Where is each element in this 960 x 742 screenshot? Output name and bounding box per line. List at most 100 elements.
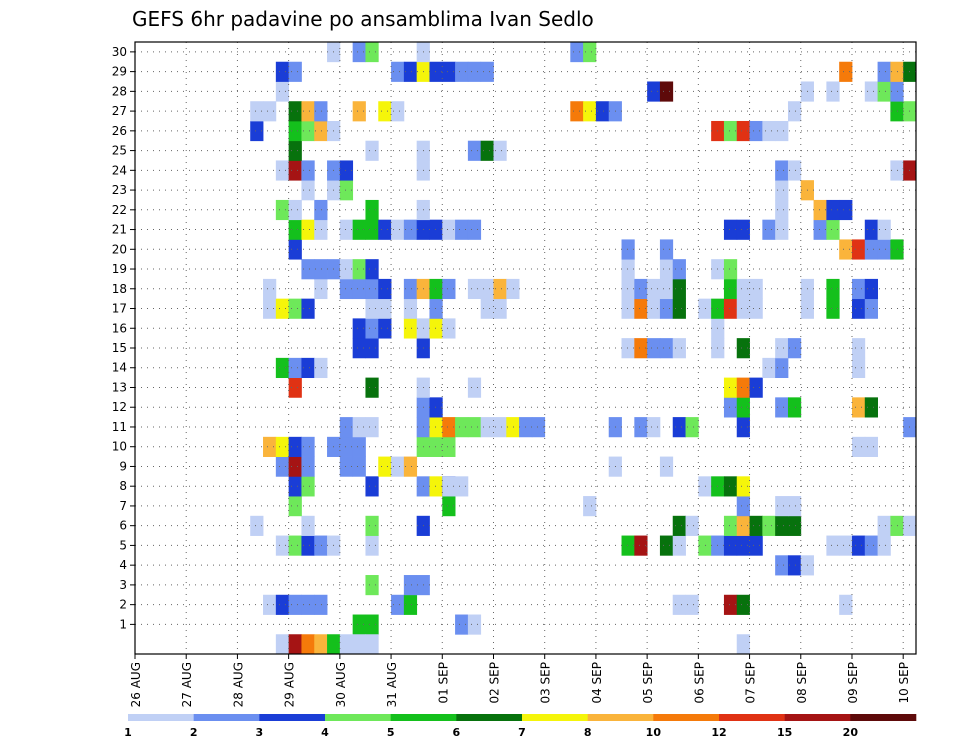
heatmap-cell-m14-t14 <box>301 357 315 379</box>
heatmap-cell-m17-t22 <box>403 298 418 319</box>
heatmap-cell-m5-t56 <box>839 535 853 556</box>
heatmap-cell-m27-t15 <box>314 101 328 122</box>
heatmap-cell-m15-t43 <box>672 338 686 359</box>
y-tick-label: 20 <box>112 242 127 256</box>
heatmap-cell-m15-t57 <box>851 338 866 359</box>
heatmap-cell-m8-t13 <box>288 476 302 497</box>
heatmap-cell-m18-t17 <box>339 278 354 300</box>
heatmap-cell-m12-t48 <box>736 397 750 418</box>
heatmap-cell-m29-t28 <box>480 61 494 82</box>
heatmap-cell-m21-t50 <box>762 219 776 240</box>
heatmap-cell-m8-t14 <box>301 476 315 497</box>
heatmap-cell-m12-t52 <box>787 397 802 418</box>
heatmap-cell-m28-t58 <box>864 81 878 102</box>
heatmap-cell-m29-t25 <box>442 61 456 82</box>
heatmap-cell-m1-t19 <box>365 614 379 635</box>
heatmap-cell-m14-t13 <box>288 357 302 379</box>
heatmap-cell-m18-t30 <box>506 278 520 300</box>
heatmap-cell-m11-t28 <box>480 417 494 438</box>
heatmap-cell-m6-t59 <box>877 515 891 536</box>
heatmap-cell-m22-t55 <box>826 199 840 221</box>
heatmap-cell-m2-t22 <box>403 594 418 615</box>
heatmap-cell-m0-t18 <box>352 634 366 655</box>
y-tick-label: 28 <box>112 84 127 98</box>
heatmap-cell-m21-t55 <box>826 219 840 240</box>
legend-swatch <box>193 714 260 721</box>
heatmap-cell-m16-t25 <box>442 318 456 339</box>
heatmap-cell-m28-t12 <box>275 81 290 102</box>
heatmap-cell-m16-t24 <box>429 318 443 339</box>
heatmap-cell-m14-t50 <box>762 357 776 379</box>
legend-swatch <box>850 714 917 721</box>
heatmap-cell-m21-t19 <box>365 219 379 240</box>
heatmap-cell-m6-t60 <box>890 515 904 536</box>
heatmap-cell-m29-t60 <box>890 61 904 82</box>
heatmap-cell-m5-t58 <box>864 535 878 556</box>
heatmap-cell-m28-t42 <box>659 81 674 102</box>
heatmap-cell-m15-t51 <box>775 338 789 359</box>
heatmap-cell-m12-t58 <box>864 397 878 418</box>
heatmap-cell-m2-t12 <box>275 594 290 615</box>
y-tick-label: 27 <box>112 104 127 118</box>
heatmap-cell-m30-t19 <box>365 42 379 63</box>
heatmap-cell-m5-t19 <box>365 535 379 556</box>
heatmap-cell-m30-t18 <box>352 42 366 63</box>
y-tick-label: 16 <box>112 321 127 335</box>
heatmap-cell-m3-t22 <box>403 575 418 596</box>
heatmap-cell-m17-t41 <box>647 298 661 319</box>
heatmap-cell-m20-t42 <box>659 239 674 260</box>
heatmap-cell-m15-t48 <box>736 338 750 359</box>
heatmap-cell-m8-t45 <box>698 476 712 497</box>
heatmap-cell-m15-t18 <box>352 338 366 359</box>
heatmap-cell-m18-t28 <box>480 278 494 300</box>
heatmap-cell-m2-t44 <box>685 594 699 615</box>
heatmap-cell-m6-t47 <box>723 515 738 536</box>
heatmap-cell-m7-t48 <box>736 496 750 517</box>
heatmap-cell-m11-t25 <box>442 417 456 438</box>
heatmap-cell-m6-t43 <box>672 515 686 536</box>
heatmap-cell-m21-t24 <box>429 219 443 240</box>
heatmap-cell-m28-t41 <box>647 81 661 102</box>
y-tick-label: 10 <box>112 440 127 454</box>
heatmap-cell-m1-t26 <box>455 614 469 635</box>
heatmap-cell-m2-t11 <box>263 594 277 615</box>
heatmap-cell-m28-t60 <box>890 81 904 102</box>
heatmap-cell-m17-t11 <box>263 298 277 319</box>
y-tick-label: 18 <box>112 282 127 296</box>
heatmap-cell-m1-t27 <box>467 614 482 635</box>
heatmap-cell-m29-t22 <box>403 61 418 82</box>
heatmap-cell-m13-t48 <box>736 377 750 398</box>
heatmap-cell-m27-t21 <box>391 101 405 122</box>
heatmap-cell-m20-t60 <box>890 239 904 260</box>
heatmap-cell-m18-t49 <box>749 278 763 300</box>
heatmap-cell-m7-t25 <box>442 496 456 517</box>
heatmap-cell-m17-t55 <box>826 298 840 319</box>
heatmap-cell-m8-t26 <box>455 476 469 497</box>
heatmap-cell-m26-t49 <box>749 120 763 142</box>
heatmap-cell-m29-t24 <box>429 61 443 82</box>
heatmap-cell-m19-t19 <box>365 259 379 280</box>
legend-label: 20 <box>843 726 859 739</box>
heatmap-cell-m22-t54 <box>813 199 827 221</box>
legend-label: 15 <box>777 726 792 739</box>
y-tick-label: 26 <box>112 124 127 138</box>
heatmap-cell-m9-t14 <box>301 456 315 477</box>
heatmap-cell-m9-t21 <box>391 456 405 477</box>
heatmap-cell-m5-t49 <box>749 535 763 556</box>
heatmap-cell-m21-t51 <box>775 219 789 240</box>
heatmap-cell-m18-t39 <box>621 278 635 300</box>
heatmap-cell-m28-t59 <box>877 81 891 102</box>
heatmap-cell-m26-t14 <box>301 120 315 142</box>
heatmap-cell-m21-t26 <box>455 219 469 240</box>
y-tick-label: 22 <box>112 203 127 217</box>
heatmap-cell-m27-t35 <box>570 101 584 122</box>
y-tick-label: 11 <box>112 420 127 434</box>
heatmap-cell-m14-t57 <box>851 357 866 379</box>
heatmap-cell-m13-t13 <box>288 377 302 398</box>
heatmap-cell-m18-t29 <box>493 278 507 300</box>
heatmap-cell-m18-t43 <box>672 278 686 300</box>
heatmap-cell-m18-t22 <box>403 278 418 300</box>
heatmap-cell-m25-t13 <box>288 140 302 161</box>
heatmap-cell-m0-t48 <box>736 634 750 655</box>
heatmap-cell-m25-t27 <box>467 140 482 161</box>
